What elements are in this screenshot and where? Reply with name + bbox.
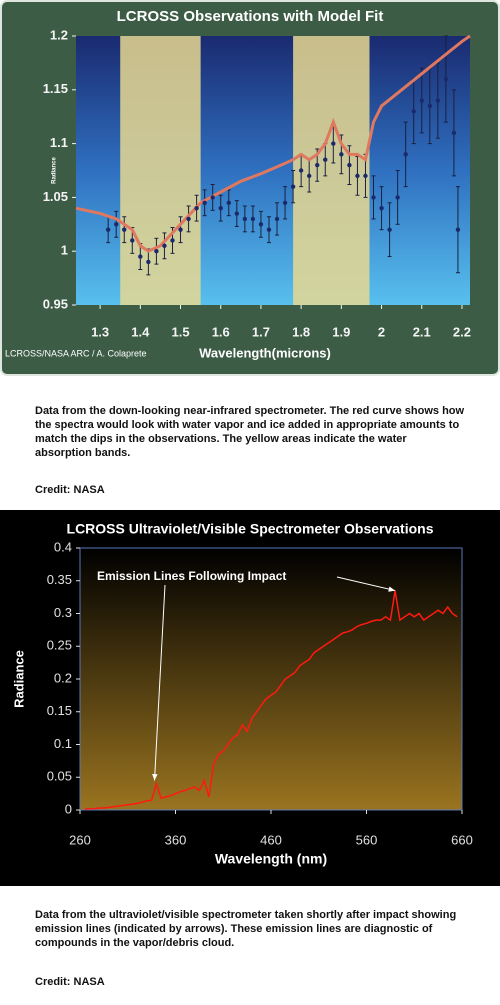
- x-tick-label: 1.8: [292, 324, 310, 339]
- x-tick-label: 1.5: [171, 324, 189, 339]
- x-tick-label: 560: [356, 832, 378, 847]
- credit: LCROSS/NASA ARC / A. Colaprete: [5, 348, 147, 358]
- arrow-head: [388, 586, 396, 592]
- y-tick-label: 0.4: [54, 539, 72, 554]
- data-point: [443, 76, 449, 82]
- data-point: [146, 259, 151, 265]
- data-point: [226, 200, 231, 205]
- absorption-band: [293, 36, 370, 305]
- data-point: [427, 103, 432, 109]
- chart-title: LCROSS Observations with Model Fit: [117, 8, 384, 25]
- y-tick-label: 0.1: [54, 736, 72, 751]
- chart: LCROSS Ultraviolet/Visible Spectrometer …: [0, 510, 500, 886]
- data-point: [122, 227, 127, 232]
- data-point: [395, 195, 400, 200]
- data-point: [379, 205, 384, 211]
- credit: Credit: NASA: [35, 976, 105, 988]
- data-point: [306, 173, 312, 179]
- x-tick-label: 2: [378, 324, 385, 339]
- absorption-band: [120, 36, 201, 305]
- y-tick-label: 0.95: [43, 296, 68, 311]
- y-tick-label: 1.15: [43, 81, 68, 96]
- data-point: [154, 249, 159, 254]
- data-point: [234, 211, 240, 216]
- plot-area: [79, 547, 463, 811]
- y-tick-label: 0.05: [47, 769, 72, 784]
- y-tick-label: 1.2: [50, 27, 68, 42]
- annotation-arrow: [336, 576, 396, 592]
- y-tick-label: 1.1: [50, 135, 68, 150]
- y-tick-label: 0.35: [47, 572, 72, 587]
- x-axis-label: Wavelength (nm): [215, 851, 327, 867]
- x-tick-label: 2.1: [413, 324, 431, 339]
- data-point: [105, 227, 111, 232]
- data-point: [298, 168, 304, 173]
- data-point: [210, 195, 215, 200]
- data-point: [218, 205, 223, 211]
- data-point: [250, 216, 256, 222]
- data-point: [194, 205, 199, 211]
- data-point: [186, 216, 191, 222]
- chart: LCROSS Observations with Model Fit 0.95 1 1…: [0, 0, 500, 376]
- data-point: [347, 162, 352, 168]
- data-point: [435, 98, 441, 103]
- data-point: [242, 216, 248, 222]
- x-tick-label: 260: [69, 832, 91, 847]
- data-point: [282, 200, 288, 205]
- data-point: [371, 195, 376, 200]
- data-point: [363, 173, 368, 179]
- data-point: [130, 238, 135, 243]
- data-point: [162, 243, 167, 249]
- x-tick-label: 1.6: [212, 324, 230, 339]
- data-point: [258, 222, 264, 227]
- data-point: [266, 227, 272, 232]
- x-tick-label: 660: [451, 832, 473, 847]
- data-point: [387, 227, 392, 232]
- y-tick-label: 1.05: [43, 189, 68, 204]
- y-axis-label: Radiance: [52, 157, 58, 184]
- x-tick-label: 2.2: [453, 324, 471, 339]
- data-point: [419, 98, 424, 103]
- data-point: [114, 222, 119, 227]
- data-point: [138, 254, 143, 259]
- annotation: Emission Lines Following Impact: [97, 569, 286, 583]
- x-tick-label: 460: [260, 832, 282, 847]
- data-point: [339, 152, 344, 157]
- arrow-head: [152, 773, 158, 781]
- y-axis-label: Radiance: [11, 650, 26, 708]
- x-tick-label: 1.4: [131, 324, 150, 339]
- data-point: [178, 227, 183, 232]
- data-point: [355, 173, 360, 179]
- x-tick-label: 1.3: [91, 324, 109, 339]
- x-tick-label: 360: [165, 832, 187, 847]
- data-point: [323, 157, 328, 162]
- annotation-arrow: [153, 584, 166, 781]
- data-point: [290, 184, 296, 189]
- caption: Data from the down-looking near-infrared…: [35, 405, 465, 459]
- y-tick-label: 0: [65, 801, 72, 816]
- x-tick-label: 1.7: [252, 324, 270, 339]
- x-axis-label: Wavelength(microns): [199, 345, 331, 360]
- y-tick-label: 0.15: [47, 703, 72, 718]
- data-point: [331, 141, 336, 146]
- x-tick-label: 1.9: [332, 324, 350, 339]
- credit: Credit: NASA: [35, 484, 105, 496]
- y-tick-label: 1: [61, 243, 68, 258]
- data-point: [170, 238, 175, 243]
- data-point: [274, 216, 280, 222]
- caption: Data from the ultraviolet/visible spectr…: [35, 909, 457, 949]
- data-point: [403, 152, 408, 157]
- y-tick-label: 0.3: [54, 605, 72, 620]
- chart-title: LCROSS Ultraviolet/Visible Spectrometer …: [67, 521, 434, 537]
- y-tick-label: 0.25: [47, 638, 72, 653]
- model-curve: [75, 34, 471, 253]
- y-tick-label: 0.2: [54, 670, 72, 685]
- data-point: [411, 109, 416, 114]
- data-point: [202, 200, 207, 205]
- data-point: [315, 162, 320, 168]
- data-point: [451, 130, 457, 136]
- data-point: [455, 227, 461, 232]
